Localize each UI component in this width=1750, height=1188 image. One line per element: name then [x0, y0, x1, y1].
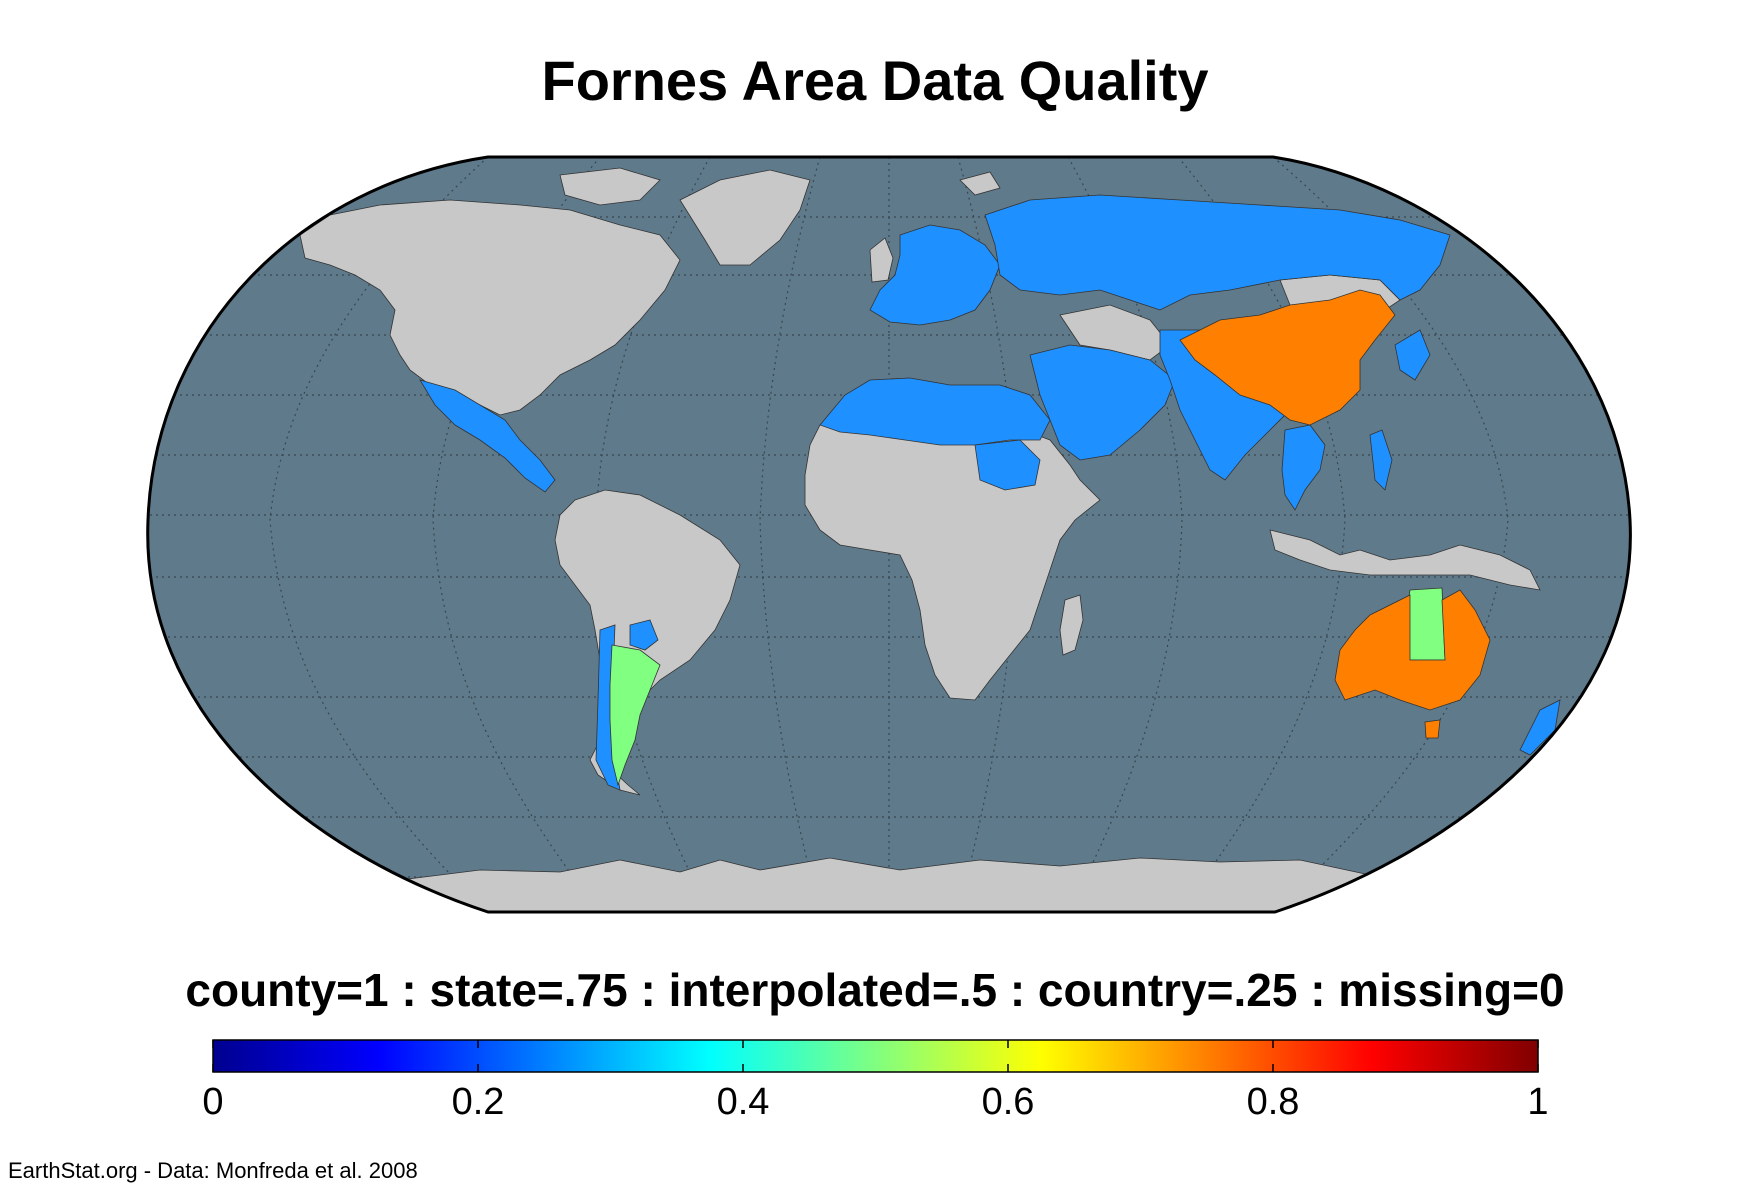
landmass-uk: [869, 237, 894, 283]
region-north-africa: [819, 377, 1051, 446]
region-mexico-central-america: [419, 379, 556, 493]
legend-description: county=1 : state=.75 : interpolated=.5 :…: [185, 964, 1565, 1016]
region-europe: [869, 224, 1001, 326]
land-interpolated-level: [609, 587, 1446, 787]
region-tasmania: [1424, 719, 1441, 739]
landmass-arctic-islands: [559, 167, 661, 206]
meridian-line: [1067, 157, 1183, 912]
region-philippines: [1369, 429, 1393, 491]
region-australia-other-states: [1334, 589, 1491, 711]
colorbar-tick-label: 0.8: [1247, 1081, 1300, 1123]
region-sudan: [974, 439, 1041, 491]
landmass-north-america: [299, 199, 681, 416]
region-china: [1179, 289, 1396, 426]
meridian-line: [269, 157, 489, 912]
map-title: Fornes Area Data Quality: [541, 49, 1209, 112]
landmass-indonesia: [1269, 529, 1541, 591]
colorbar: [212, 1039, 1539, 1073]
land-country-level: [419, 194, 1561, 791]
region-paraguay: [629, 619, 659, 651]
colorbar-tick-label: 1: [1527, 1081, 1548, 1123]
colorbar-ticks: 0 0.2 0.4 0.6 0.8 1: [202, 1040, 1549, 1123]
colorbar-tick-label: 0.6: [982, 1081, 1035, 1123]
region-japan-korea: [1394, 329, 1431, 381]
region-mainland-southeast-asia: [1281, 424, 1326, 511]
colorbar-tick-label: 0.4: [717, 1081, 770, 1123]
landmass-svalbard: [959, 171, 1001, 196]
region-middle-east: [1029, 344, 1176, 461]
meridian-line: [759, 157, 821, 912]
region-new-zealand: [1519, 699, 1561, 756]
colorbar-tick-label: 0.2: [452, 1081, 505, 1123]
region-russia-central-asia: [984, 194, 1451, 311]
globe-outline: [146, 155, 1632, 914]
landmass-madagascar: [1059, 594, 1084, 656]
land-state-level: [1179, 289, 1491, 739]
region-argentina: [609, 644, 661, 787]
colorbar-tick-label: 0: [202, 1081, 223, 1123]
credit-text: EarthStat.org - Data: Monfreda et al. 20…: [8, 1158, 418, 1183]
landmass-greenland: [679, 169, 811, 266]
